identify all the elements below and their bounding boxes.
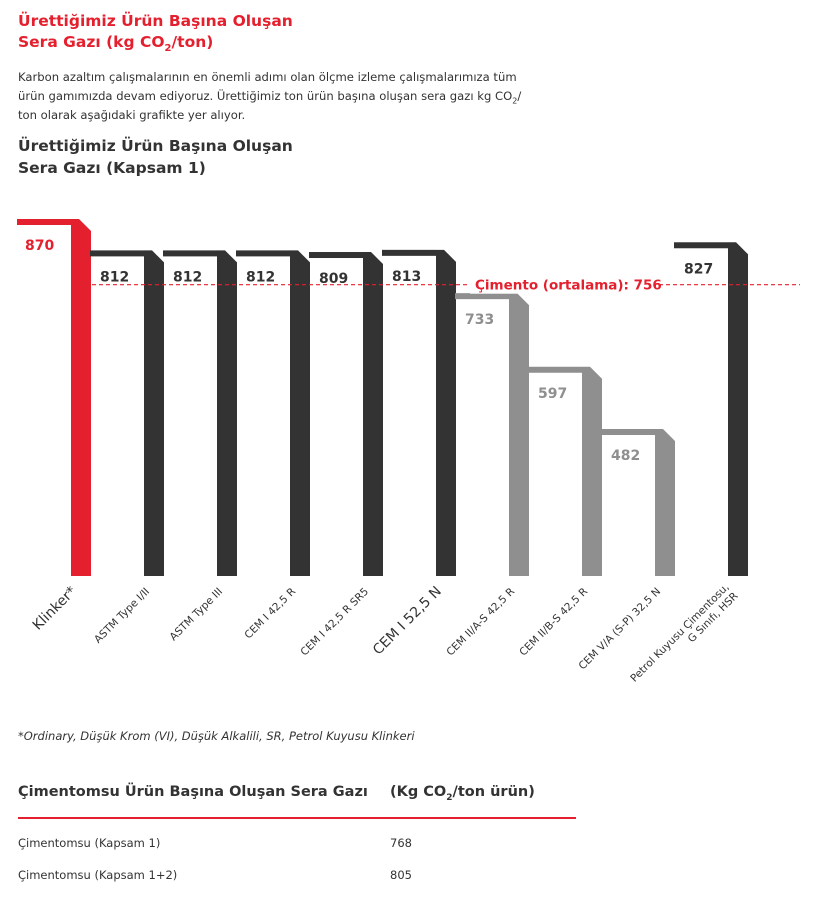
reference-label-bg — [470, 273, 656, 294]
bar-cap — [455, 293, 509, 300]
data-label: 870 — [25, 238, 54, 254]
bar: 809 — [309, 252, 383, 576]
bar-side — [582, 366, 602, 576]
table-row-label: Çimentomsu (Kapsam 1) — [18, 836, 161, 850]
tick-label: CEM I 52,5 N — [370, 584, 445, 659]
intro-paragraph: Karbon azaltım çalışmalarının en önemli … — [18, 70, 522, 122]
table-header-label: Çimentomsu Ürün Başına Oluşan Sera Gazı — [18, 784, 368, 800]
bar-side — [144, 250, 164, 576]
tick-label: CEM II/B-S 42,5 R — [517, 586, 590, 659]
table-header-unit: (Kg CO2/ton ürün) — [390, 784, 535, 803]
reference-label: Çimento (ortalama): 756 — [475, 278, 662, 294]
bar-cap — [309, 252, 363, 259]
bar: 813 — [382, 249, 456, 576]
data-label: 812 — [246, 269, 275, 285]
tick-label: Klinker* — [30, 584, 80, 634]
data-label: 812 — [173, 269, 202, 285]
bar-cap — [674, 242, 728, 249]
data-label: 813 — [392, 269, 421, 285]
table-divider — [18, 817, 576, 819]
bar-cap — [163, 250, 217, 257]
data-label: 827 — [684, 261, 713, 277]
tick-label: ASTM Type III — [168, 586, 226, 644]
table-row-value: 805 — [390, 868, 412, 882]
tick-label: CEM II/A-S 42,5 R — [444, 586, 517, 659]
bar-side — [290, 250, 310, 576]
data-label: 482 — [611, 448, 640, 464]
bar-side — [436, 249, 456, 576]
bar: 827 — [674, 242, 748, 576]
bar-side — [71, 219, 91, 576]
bar-cap — [528, 366, 582, 373]
bar: 812 — [90, 250, 164, 576]
chart-footnote: *Ordinary, Düşük Krom (VI), Düşük Alkali… — [18, 729, 415, 743]
bar: 870 — [17, 219, 91, 576]
bar: 812 — [236, 250, 310, 576]
bar: 482 — [601, 429, 675, 576]
tick-label: CEM I 42,5 R — [242, 586, 298, 642]
bar: 597 — [528, 366, 602, 576]
bar-cap — [236, 250, 290, 257]
bar-side — [509, 293, 529, 576]
bar-cap — [90, 250, 144, 257]
bar: 812 — [163, 250, 237, 576]
bar-cap — [601, 429, 655, 435]
chart-title: Ürettiğimiz Ürün Başına Oluşan Sera Gazı… — [18, 137, 293, 177]
data-label: 733 — [465, 312, 494, 328]
tick-label: CEM I 42,5 R SR5 — [298, 586, 371, 659]
page-title: Ürettiğimiz Ürün Başına Oluşan Sera Gazı… — [18, 11, 293, 55]
table-row-label: Çimentomsu (Kapsam 1+2) — [18, 868, 178, 882]
table-row-value: 768 — [390, 836, 412, 850]
tick-label: ASTM Type I/II — [92, 586, 152, 646]
data-label: 809 — [319, 271, 348, 287]
bar-cap — [382, 249, 436, 256]
data-label: 812 — [100, 269, 129, 285]
bar-side — [655, 429, 675, 576]
bar-chart: 870 Klinker* 812 ASTM Type I/II 812 ASTM Type… — [17, 219, 800, 685]
bar-cap — [17, 219, 71, 225]
title-line-2: Sera Gazı (kg CO2/ton) — [18, 33, 214, 55]
title-line-1: Ürettiğimiz Ürün Başına Oluşan — [18, 12, 293, 30]
bar-side — [728, 242, 748, 576]
data-label: 597 — [538, 386, 567, 402]
bar-side — [363, 252, 383, 576]
bar: 733 — [455, 293, 529, 576]
bar-side — [217, 250, 237, 576]
